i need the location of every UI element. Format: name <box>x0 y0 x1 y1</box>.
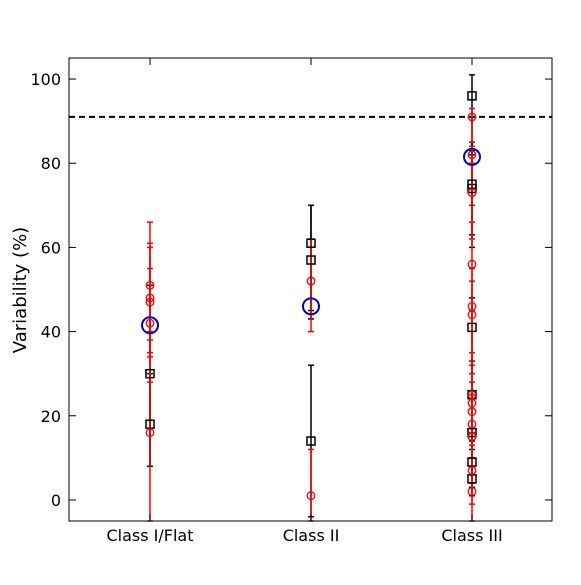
data-point-square <box>145 368 155 379</box>
data-point-circle <box>145 280 155 290</box>
data-point-square <box>306 255 316 265</box>
data-point-circle <box>467 188 477 198</box>
data-point-circle <box>145 293 155 303</box>
x-tick-label: Class III <box>441 526 502 545</box>
data-point-circle <box>306 491 316 501</box>
data-point-square <box>467 183 477 194</box>
x-tick-label: Class I/Flat <box>106 526 193 545</box>
data-point-circle <box>467 390 477 400</box>
data-point-square <box>467 91 477 101</box>
mean-point-circle <box>302 297 320 316</box>
y-tick-label: 60 <box>41 238 61 257</box>
data-point-square <box>306 238 316 248</box>
mean-point-circle <box>463 147 481 166</box>
y-tick-label: 40 <box>41 323 61 342</box>
data-point-circle <box>467 259 477 269</box>
chart-marks <box>69 74 552 522</box>
data-point-square <box>306 436 316 446</box>
data-point-circle <box>306 276 316 286</box>
data-point-circle <box>467 432 477 442</box>
data-point-circle <box>467 398 477 408</box>
data-point-circle <box>467 112 477 122</box>
data-point-circle <box>467 419 477 429</box>
y-tick-label: 0 <box>51 491 61 510</box>
chart-ticks: 0 20 40 60 80 100 Class I/Flat Class II Class II… <box>30 58 552 545</box>
data-point-circle <box>467 407 477 417</box>
data-point-circle <box>145 297 155 307</box>
y-tick-label: 80 <box>41 154 61 173</box>
y-axis-label: Variability (%) <box>10 227 31 353</box>
data-point-square <box>467 322 477 333</box>
y-tick-label: 100 <box>30 70 61 89</box>
y-tick-label: 20 <box>41 407 61 426</box>
data-point-circle <box>145 318 155 328</box>
data-point-circle <box>467 150 477 160</box>
data-point-circle <box>145 428 155 438</box>
x-tick-label: Class II <box>283 526 340 545</box>
data-point-circle <box>467 301 477 311</box>
data-point-circle <box>467 487 477 496</box>
data-point-circle <box>467 466 477 475</box>
data-point-circle <box>467 310 477 320</box>
mean-point-circle <box>141 316 159 335</box>
